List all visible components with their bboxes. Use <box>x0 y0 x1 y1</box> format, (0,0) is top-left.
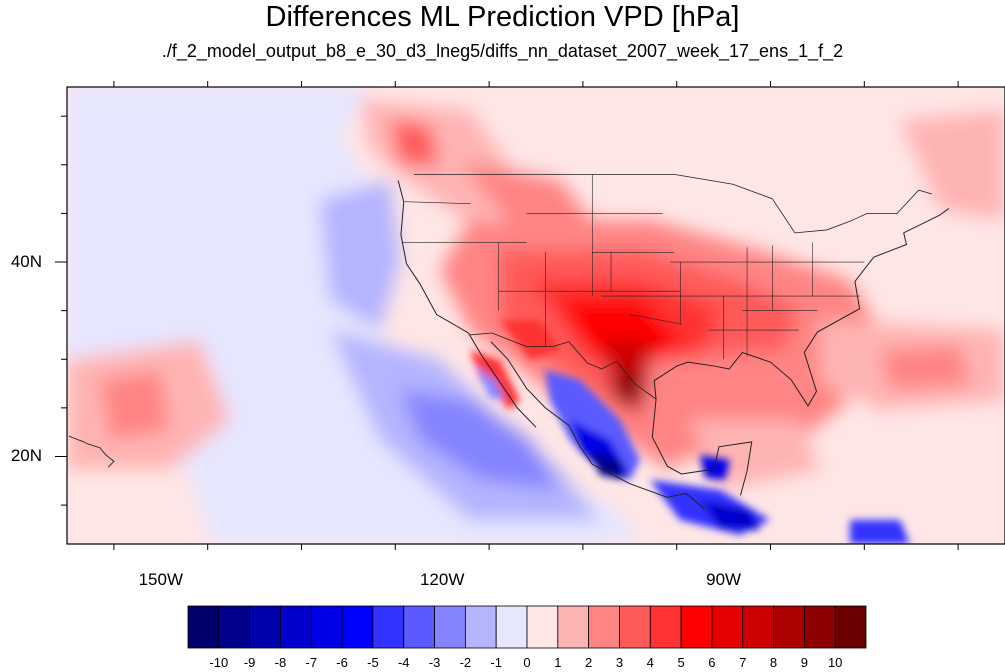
colorbar-label: 2 <box>585 655 593 670</box>
colorbar-label: -7 <box>305 655 318 670</box>
coastline-boundaries <box>68 174 950 510</box>
colorbar-swatch <box>619 605 651 649</box>
colorbar-swatch <box>310 605 343 649</box>
colorbar-swatch <box>742 605 774 649</box>
colorbar-label: -8 <box>274 655 287 670</box>
plot-frame <box>66 86 1005 545</box>
state-line-horizontal <box>629 314 683 325</box>
colorbar-label: 4 <box>646 655 654 670</box>
colorbar-label: -4 <box>397 655 410 670</box>
colorbar-swatch <box>773 605 805 649</box>
lon-label: 120W <box>419 570 465 589</box>
colorbar-swatch <box>434 605 466 649</box>
lon-label: 150W <box>138 570 183 589</box>
lat-label: 20N <box>10 446 42 466</box>
colorbar-swatch <box>557 605 590 649</box>
colorbar-label: 5 <box>677 655 685 670</box>
colorbar-swatch <box>341 605 374 649</box>
colorbar <box>187 605 867 649</box>
axis-ticks <box>55 81 959 550</box>
colorbar-swatch <box>680 605 713 649</box>
colorbar-label: -10 <box>209 655 229 670</box>
colorbar-swatch <box>834 605 867 649</box>
mexico-west-coastline <box>490 341 706 510</box>
colorbar-label: -1 <box>490 655 502 670</box>
colorbar-label: 7 <box>739 655 747 670</box>
colorbar-label: 10 <box>827 655 843 670</box>
colorbar-swatch <box>803 605 836 649</box>
colorbar-swatch <box>649 605 682 649</box>
colorbar-swatch <box>372 605 405 649</box>
colorbar-label: -2 <box>459 655 472 670</box>
colorbar-label: 8 <box>769 655 778 670</box>
colorbar-label: 6 <box>708 655 716 670</box>
colorbar-label: -9 <box>243 655 256 670</box>
field-layer <box>67 87 1005 544</box>
colorbar-swatch <box>403 605 435 649</box>
us-canada-border <box>414 174 932 234</box>
pacific-coastline <box>397 180 537 428</box>
colorbar-swatch <box>218 605 251 649</box>
atlantic-gulf-coastline <box>653 208 950 407</box>
colorbar-swatch <box>464 605 497 649</box>
colorbar-label: -5 <box>367 655 379 670</box>
colorbar-label: 1 <box>554 655 562 670</box>
map-subtitle: ./f_2_model_output_b8_e_30_d3_lneg5/diff… <box>161 41 844 61</box>
colorbar-swatch <box>280 605 312 649</box>
lon-label: 90W <box>706 570 742 589</box>
colorbar-label: 9 <box>800 655 808 670</box>
state-line-horizontal <box>404 201 471 204</box>
colorbar-swatch <box>187 605 220 649</box>
colorbar-swatch <box>526 605 559 649</box>
colorbar-swatch <box>495 605 528 649</box>
colorbar-label: -6 <box>336 655 348 670</box>
colorbar-label: 3 <box>615 655 624 670</box>
mexico-gulf-coastline <box>651 399 753 496</box>
colorbar-label: -3 <box>428 655 441 670</box>
colorbar-label: 0 <box>523 655 531 670</box>
lat-label: 40N <box>10 252 42 272</box>
map-title: Differences ML Prediction VPD [hPa] <box>265 1 740 33</box>
colorbar-swatch <box>249 605 281 649</box>
us-mexico-border <box>469 332 657 400</box>
hawaii-islands <box>68 435 115 468</box>
colorbar-swatch <box>711 605 744 649</box>
colorbar-swatch <box>588 605 620 649</box>
